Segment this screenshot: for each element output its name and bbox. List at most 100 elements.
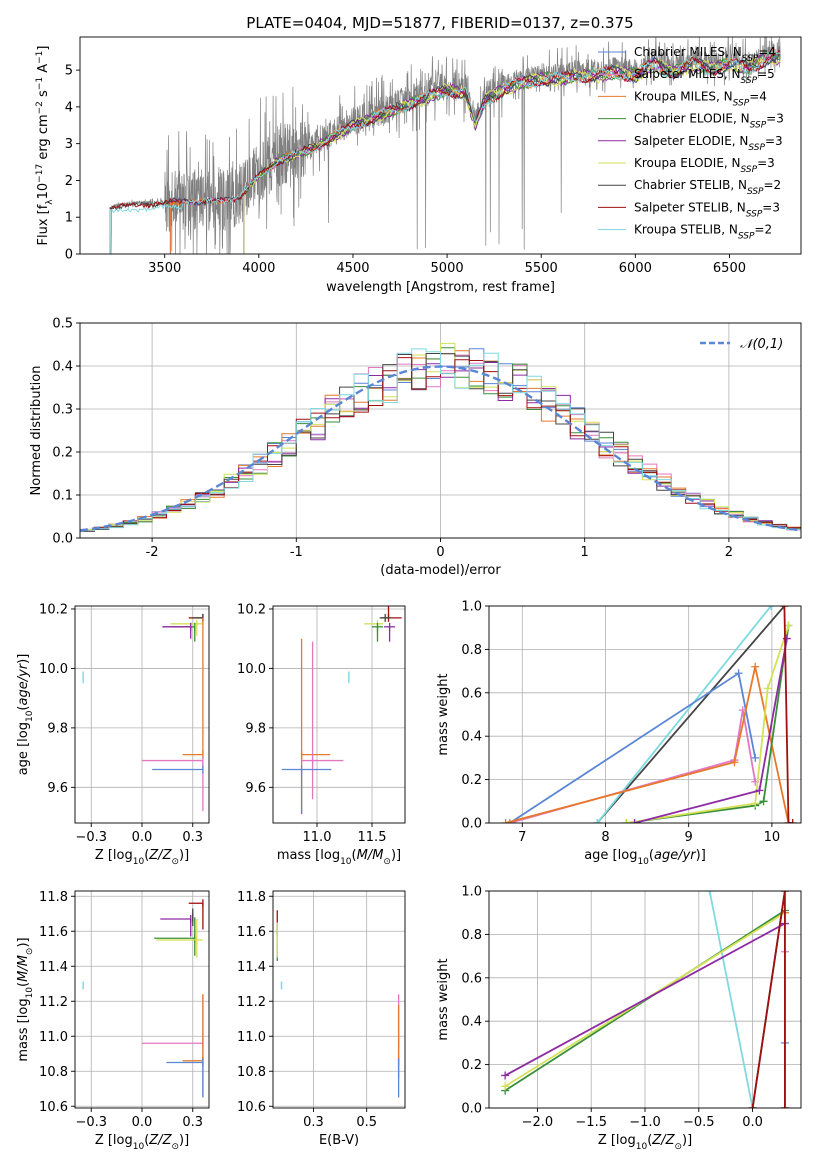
label-part: Chabrier ELODIE, N (634, 112, 750, 126)
plot-area (281, 606, 402, 815)
x-axis-label: wavelength [Angstrom, rest frame] (326, 280, 555, 295)
label-part: SSP (738, 232, 755, 242)
legend-label: Salpeter MILES, NSSP=5 (634, 67, 775, 86)
weight-marker (780, 606, 789, 610)
label-part: SSP (746, 209, 763, 219)
y-tick-label: 11.0 (237, 1030, 266, 1045)
x-tick-label: 1 (581, 545, 589, 560)
y-tick-label: 0.2 (461, 773, 482, 788)
label-part: Z/Z (148, 848, 172, 863)
label-part: 10 (340, 857, 352, 867)
model-line-4 (243, 53, 781, 254)
label-part: ⊙ (25, 948, 35, 956)
y-tick-label: 10.8 (237, 1065, 266, 1080)
y-tick-label: 11.6 (237, 925, 266, 940)
data-point-8 (152, 765, 204, 774)
y-tick-label: 10.6 (39, 1100, 68, 1115)
y-tick-label: 9.6 (47, 781, 68, 796)
x-tick-label: −1.5 (575, 1115, 607, 1130)
model-line-3 (243, 51, 781, 254)
legend-label: Salpeter STELIB, NSSP=3 (634, 200, 780, 219)
y-tick-label: 11.2 (39, 995, 68, 1010)
age-vs-Z-panel: −0.3 0.0 0.39.69.810.010.2Z [log10(Z/Z⊙)]a… (16, 602, 210, 867)
label-part: −1 (35, 77, 45, 90)
legend-label: Salpeter ELODIE, NSSP=3 (634, 134, 783, 153)
label-part: )] (696, 848, 706, 863)
x-tick-label: 0.0 (742, 1115, 763, 1130)
x-tick-label: 0.5 (356, 1115, 377, 1130)
spectrum-panel: 3500 4000 4500 5000 5500 6000 6500 0 1 2 3 4 5 wavele… (35, 36, 802, 295)
y-tick-label: 11.8 (39, 890, 68, 905)
x-axis-label: E(B-V) (319, 1133, 359, 1148)
y-tick-label: 0.4 (461, 730, 482, 745)
y-tick-label: 10.2 (39, 602, 68, 617)
y-tick-label: 9.8 (47, 721, 68, 736)
data-point-0 (380, 606, 402, 622)
x-axis-label: Z [log10(Z/Z⊙)] (598, 1133, 692, 1152)
label-part: Z [log (598, 1133, 636, 1148)
weight-line-0 (708, 891, 754, 1108)
label-part: ( (16, 982, 31, 987)
y-tick-label: 0.1 (52, 489, 73, 504)
y-tick-label: 0.8 (461, 643, 482, 658)
y-tick-label: 0.3 (52, 403, 73, 418)
y-axis-label: mass weight (436, 958, 451, 1040)
label-part: age [log (584, 848, 637, 863)
label-part: )] (16, 937, 31, 947)
data-point-2 (154, 917, 196, 956)
weight-line-8 (751, 891, 786, 1108)
label-part: 10 (36, 183, 51, 200)
label-part: λ (45, 199, 55, 205)
label-part: Z [log (95, 848, 133, 863)
x-tick-label: 2 (725, 545, 733, 560)
data-point-6 (142, 994, 204, 1096)
label-part: ( (647, 1133, 652, 1148)
y-tick-label: 10.8 (39, 1065, 68, 1080)
mass-vs-Z-panel: −0.3 0.0 0.3 10.6 10.8 11.0 11.2 11.4 11.6 11.8 Z … (16, 890, 210, 1152)
label-part: ⊙ (171, 1142, 179, 1152)
label-part: ( (649, 848, 654, 863)
y-tick-label: 1.0 (461, 600, 482, 615)
x-axis-label: mass [log10(M/M⊙)] (277, 848, 401, 867)
data-point-7 (301, 641, 344, 800)
label-part: ⊙ (171, 857, 179, 867)
legend-label: Chabrier ELODIE, NSSP=3 (634, 112, 784, 131)
label-part: E(B-V) (319, 1133, 359, 1148)
x-tick-label: −2.0 (522, 1115, 554, 1130)
y-tick-label: 10.2 (237, 602, 266, 617)
data-point-7 (142, 756, 204, 812)
weight-marker (788, 819, 797, 823)
label-part: s (36, 90, 51, 101)
y-axis-label: mass [log10(M/M⊙)] (16, 937, 35, 1061)
x-tick-label: −0.3 (75, 1115, 107, 1130)
weight-marker (780, 1104, 789, 1108)
label-part: erg cm (36, 114, 51, 163)
label-part: ( (352, 848, 357, 863)
label-part: Chabrier STELIB, N (634, 178, 747, 192)
x-tick-label: −0.5 (683, 1115, 715, 1130)
weight-line-0 (596, 606, 786, 823)
residual-legend: 𝒩(0,1) (700, 337, 783, 352)
data-point-2 (170, 619, 203, 636)
y-tick-label: 0.4 (461, 1015, 482, 1030)
label-part: 10 (25, 710, 35, 722)
weight-marker (755, 786, 764, 795)
label-part: =5 (757, 67, 775, 81)
axes-frame: −0.3 0.0 0.3 10.6 10.8 11.0 11.2 11.4 11.6 11.8 Z … (16, 890, 210, 1152)
label-part: SSP (748, 143, 765, 153)
x-tick-label: 0.0 (132, 830, 153, 845)
x-tick-label: 11.5 (358, 830, 387, 845)
y-tick-label: 1.0 (461, 885, 482, 900)
plot-area (501, 891, 789, 1108)
plot-area (80, 342, 801, 534)
weight-marker (763, 684, 772, 693)
x-tick-label: 0 (436, 545, 444, 560)
label-part: =3 (766, 112, 784, 126)
x-tick-label: 0.3 (182, 1115, 203, 1130)
label-part: SSP (747, 187, 764, 197)
residuals-panel: -2 -1 0 1 2 0.0 0.1 0.2 0.3 0.4 0.5 (data-model)/er… (29, 317, 802, 578)
weight-marker (501, 1082, 510, 1091)
x-tick-label: 5500 (525, 261, 558, 276)
